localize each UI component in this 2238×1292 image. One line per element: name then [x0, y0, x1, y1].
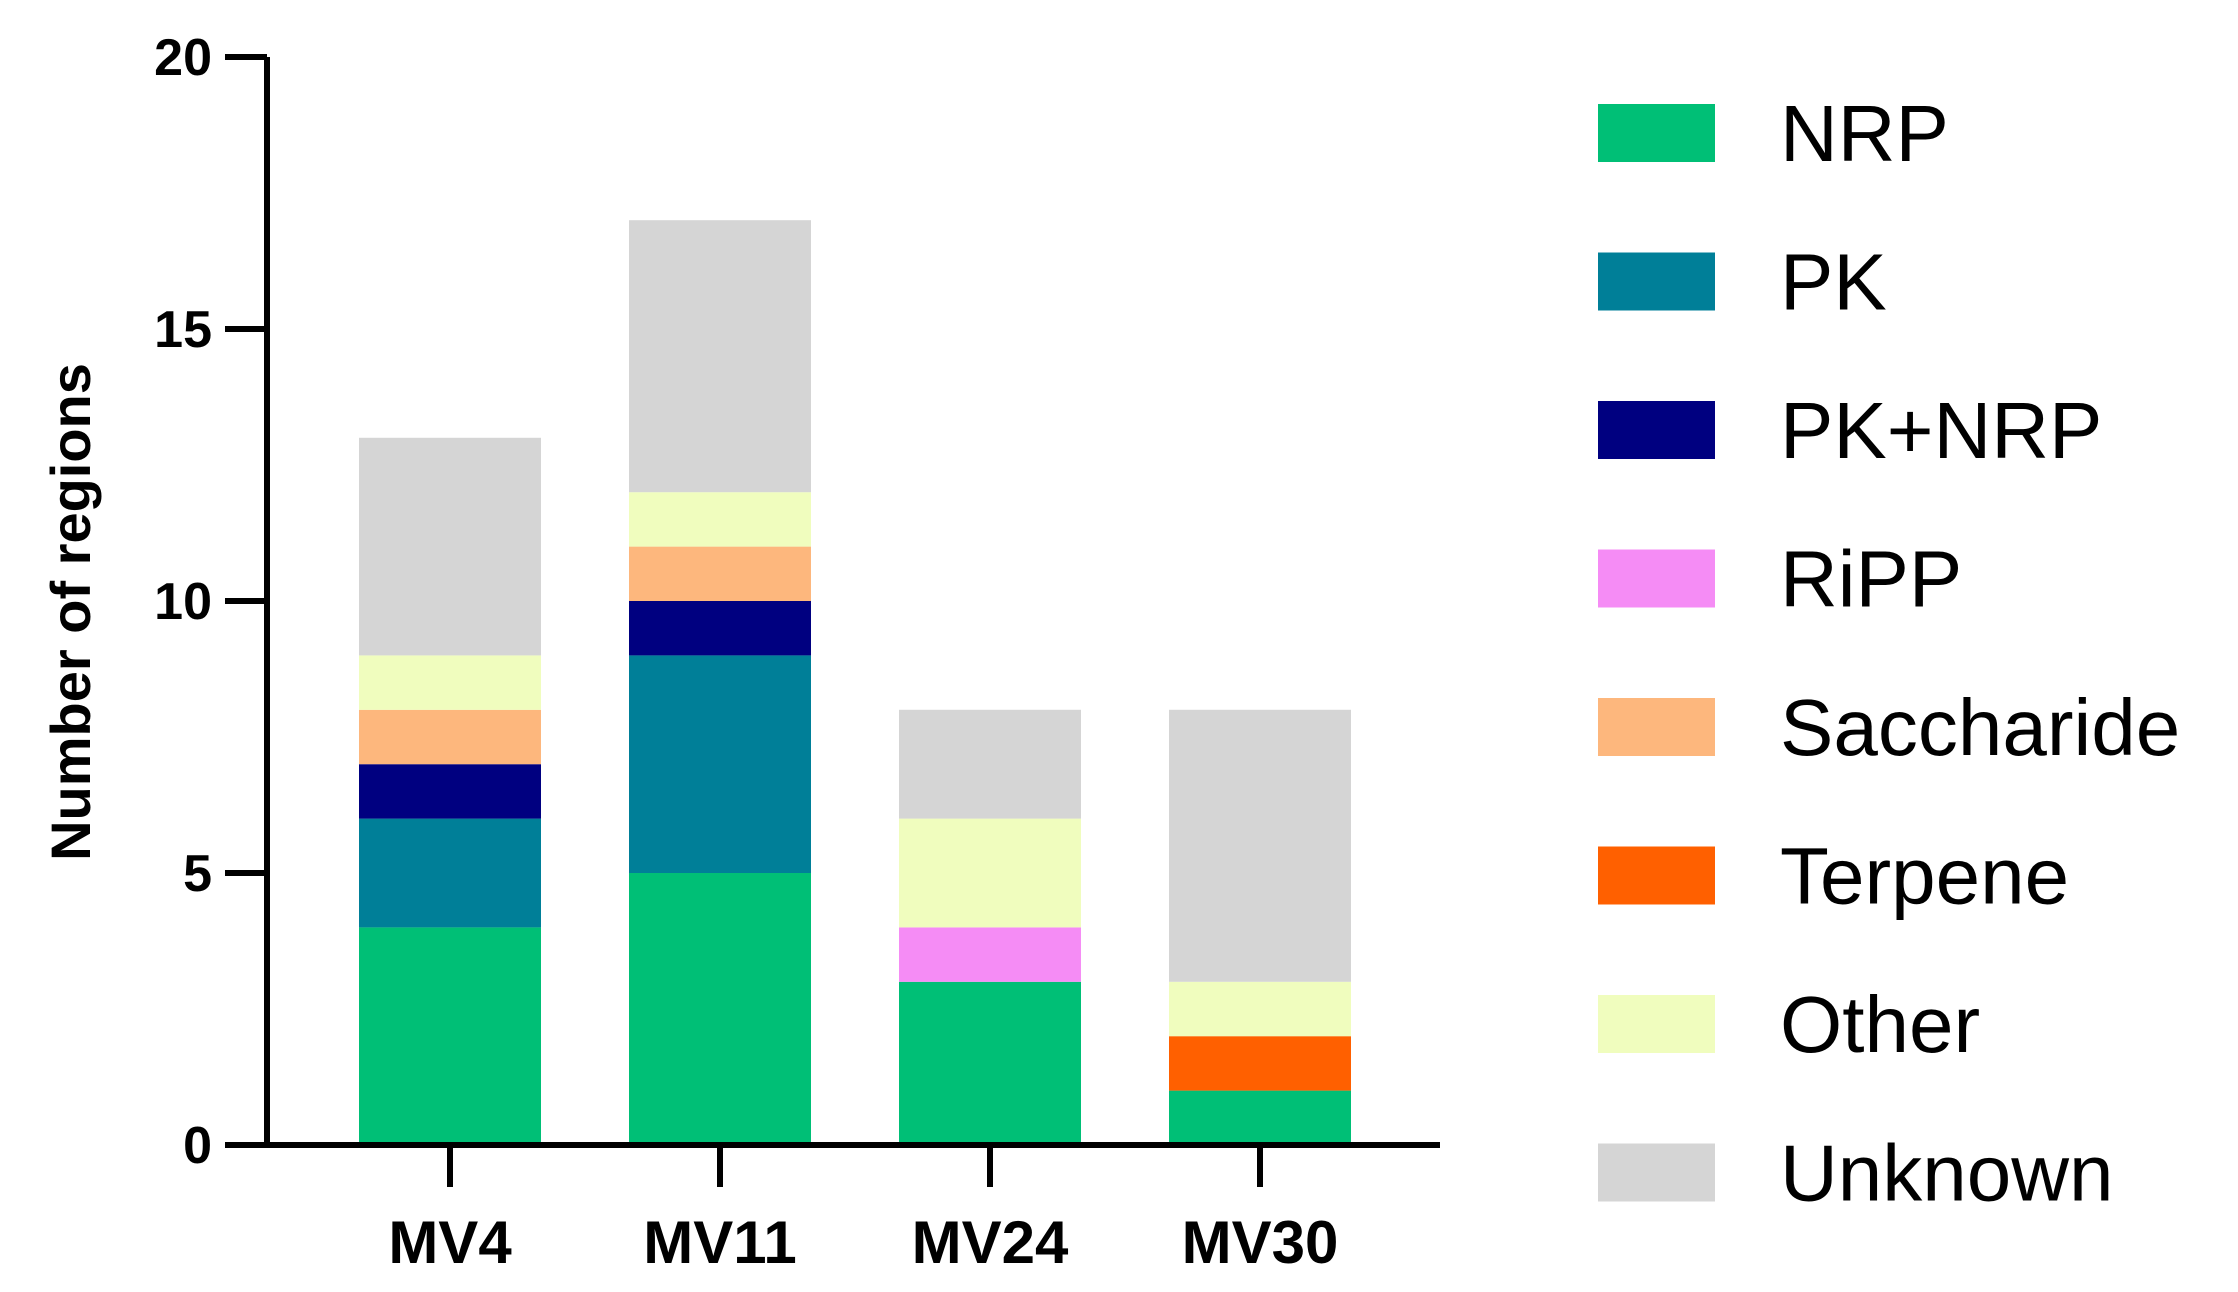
bar-mv11-unknown — [629, 220, 811, 493]
legend-label-nrp: NRP — [1780, 89, 1949, 178]
y-tick-label: 15 — [154, 301, 212, 359]
bar-mv11-other — [629, 492, 811, 547]
legend-swatch-ripp — [1598, 549, 1715, 608]
x-tick-label-mv4: MV4 — [388, 1209, 512, 1276]
bar-mv30-unknown — [1169, 709, 1351, 982]
x-tick-label-mv30: MV30 — [1182, 1209, 1339, 1276]
bar-mv4-unknown — [359, 437, 541, 656]
bar-mv30-terpene — [1169, 1036, 1351, 1091]
y-axis-title: Number of regions — [39, 363, 102, 861]
legend-label-terpene: Terpene — [1780, 832, 2069, 921]
y-tick-label: 10 — [154, 573, 212, 631]
legend-swatch-unknown — [1598, 1143, 1715, 1202]
bar-mv30-other — [1169, 981, 1351, 1037]
y-tick-label: 5 — [183, 845, 212, 903]
y-tick-label: 0 — [183, 1117, 212, 1175]
legend-swatch-saccharide — [1598, 698, 1715, 756]
legend-swatch-nrp — [1598, 104, 1715, 162]
bar-mv30-nrp — [1169, 1090, 1351, 1145]
bar-mv11-pk — [629, 655, 811, 873]
y-tick-label: 20 — [154, 29, 212, 87]
legend-label-ripp: RiPP — [1780, 535, 1962, 624]
bar-mv11-nrp — [629, 873, 811, 1145]
legend-swatch-pk — [1598, 252, 1715, 311]
bar-mv4-nrp — [359, 927, 541, 1145]
legend-label-unknown: Unknown — [1780, 1129, 2114, 1218]
legend-label-pk: PK — [1780, 238, 1887, 327]
legend-label-saccharide: Saccharide — [1780, 683, 2180, 772]
bar-mv4-pk — [359, 818, 541, 928]
y-ticks: 0 5 10 15 20 — [154, 29, 267, 1175]
bar-mv24-other — [899, 818, 1081, 928]
bar-mv24-ripp — [899, 927, 1081, 982]
legend-label-pk-nrp: PK+NRP — [1780, 386, 2102, 475]
legend-label-other: Other — [1780, 980, 1980, 1069]
bar-mv24-nrp — [899, 981, 1081, 1145]
x-ticks: MV4 MV11 MV24 MV30 — [388, 1145, 1338, 1276]
bar-mv4-saccharide — [359, 709, 541, 765]
bar-mv4-other — [359, 655, 541, 710]
bar-mv24-unknown — [899, 709, 1081, 819]
legend-swatch-pk-nrp — [1598, 401, 1715, 459]
bar-mv11-saccharide — [629, 546, 811, 601]
legend-swatch-other — [1598, 995, 1715, 1053]
x-tick-label-mv24: MV24 — [912, 1209, 1069, 1276]
bar-mv11-pk-nrp — [629, 601, 811, 656]
bars-layer — [359, 220, 1351, 1145]
bar-mv4-pk-nrp — [359, 764, 541, 819]
legend: NRP PK PK+NRP RiPP Saccharide Terpene Other Unk… — [1598, 89, 2180, 1218]
x-tick-label-mv11: MV11 — [643, 1209, 796, 1276]
legend-swatch-terpene — [1598, 846, 1715, 905]
